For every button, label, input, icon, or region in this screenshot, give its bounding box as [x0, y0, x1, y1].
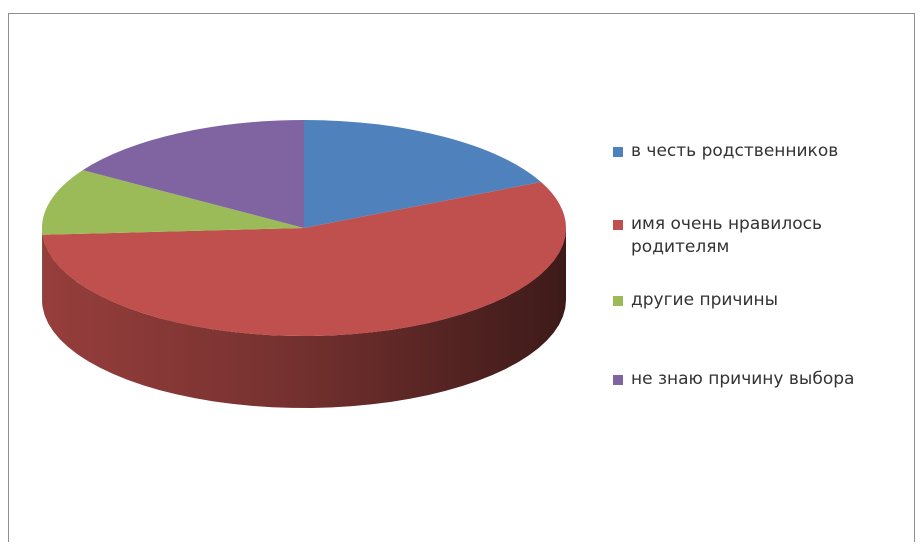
pie-side-1 — [42, 228, 566, 408]
pie-svg — [42, 120, 567, 408]
legend-label-2: другие причины — [631, 290, 779, 310]
legend-label-1: имя очень нравилось родителям — [631, 214, 822, 257]
legend-swatch-0 — [613, 147, 623, 157]
legend-item-2: другие причины — [613, 289, 886, 312]
legend-label-0: в честь родственников — [631, 141, 839, 161]
legend-swatch-1 — [613, 220, 623, 230]
pie-slice-1 — [42, 182, 567, 337]
pie-side-2 — [42, 228, 43, 307]
pie-slice-2 — [42, 170, 305, 235]
legend-label-3: не знаю причину выбора — [631, 369, 855, 389]
legend-item-0: в честь родственников — [613, 140, 886, 163]
legend-swatch-2 — [613, 296, 623, 306]
legend-item-1: имя очень нравилось родителям — [613, 213, 886, 259]
pie-slice-0 — [304, 120, 542, 228]
pie-chart — [28, 104, 588, 434]
legend-swatch-3 — [613, 375, 623, 385]
pie-slice-3 — [82, 120, 304, 228]
legend-item-3: не знаю причину выбора — [613, 368, 886, 391]
